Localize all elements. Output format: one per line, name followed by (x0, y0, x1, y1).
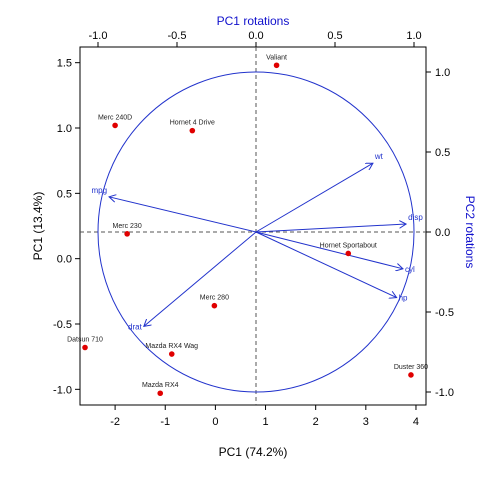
point-label: Mazda RX4 Wag (145, 343, 198, 350)
loading-vector-mpg (109, 197, 257, 233)
right-tick-label: 1.0 (435, 67, 450, 79)
y-tick-label: -1.0 (53, 384, 72, 396)
loading-vector-wt (255, 163, 373, 233)
data-point (168, 351, 175, 357)
data-point (345, 250, 352, 257)
y-tick-label: 1.0 (57, 123, 72, 135)
vector-label-drat: drat (128, 322, 143, 331)
data-point (211, 302, 218, 309)
loading-vector-drat (144, 231, 257, 326)
x-axis-label: PC1 (74.2%) (219, 445, 288, 459)
data-point (273, 62, 280, 69)
top-tick-label: 0.5 (327, 30, 342, 42)
x-tick-label: -2 (110, 416, 120, 428)
point-label: Merc 240D (98, 114, 132, 121)
top-tick-label: 0.0 (248, 30, 263, 42)
vector-label-wt: wt (374, 152, 384, 161)
x-tick-label: 0 (212, 416, 218, 428)
top-tick-label: -1.0 (89, 30, 108, 42)
top-axis-label: PC1 rotations (217, 14, 290, 28)
correlation-circle (97, 71, 415, 393)
x-tick-label: 3 (363, 416, 369, 428)
top-tick-label: -0.5 (168, 30, 187, 42)
loading-vector-cyl (255, 231, 403, 269)
loading-vector-disp (255, 224, 406, 233)
x-tick-label: 1 (262, 416, 268, 428)
point-label: Merc 230 (113, 223, 142, 230)
point-label: Duster 360 (394, 364, 428, 371)
point-label: Datsun 710 (67, 337, 103, 344)
vector-label-cyl: cyl (405, 265, 415, 274)
y-tick-label: 1.5 (57, 58, 72, 70)
vector-label-hp: hp (399, 294, 408, 303)
right-tick-label: -0.5 (435, 307, 454, 319)
point-label: Hornet Sportabout (320, 242, 377, 249)
data-point (408, 372, 414, 378)
y-tick-label: 0.5 (57, 188, 72, 200)
y-tick-label: 0.0 (57, 254, 72, 266)
vector-label-mpg: mpg (91, 186, 107, 195)
x-tick-label: 2 (313, 416, 319, 428)
y-tick-label: -0.5 (53, 319, 72, 331)
data-point (157, 390, 164, 397)
loading-vector-hp (255, 231, 397, 298)
y-axis-label: PC1 (13.4%) (31, 192, 45, 261)
top-tick-label: 1.0 (406, 30, 421, 42)
point-label: Valiant (266, 54, 287, 61)
point-label: Merc 280 (200, 295, 229, 302)
plot-frame (79, 46, 427, 406)
right-tick-label: 0.0 (435, 227, 450, 239)
vector-label-disp: disp (408, 213, 423, 222)
data-point (112, 122, 118, 129)
right-tick-label: 0.5 (435, 147, 450, 159)
data-point (82, 344, 88, 351)
x-tick-label: -1 (160, 416, 170, 428)
data-point (189, 127, 196, 134)
right-tick-label: -1.0 (435, 387, 454, 399)
point-label: Mazda RX4 (142, 382, 179, 389)
point-label: Hornet 4 Drive (170, 120, 215, 127)
data-point (124, 231, 130, 237)
x-tick-label: 4 (413, 416, 419, 428)
right-axis-label: PC2 rotations (463, 196, 477, 269)
